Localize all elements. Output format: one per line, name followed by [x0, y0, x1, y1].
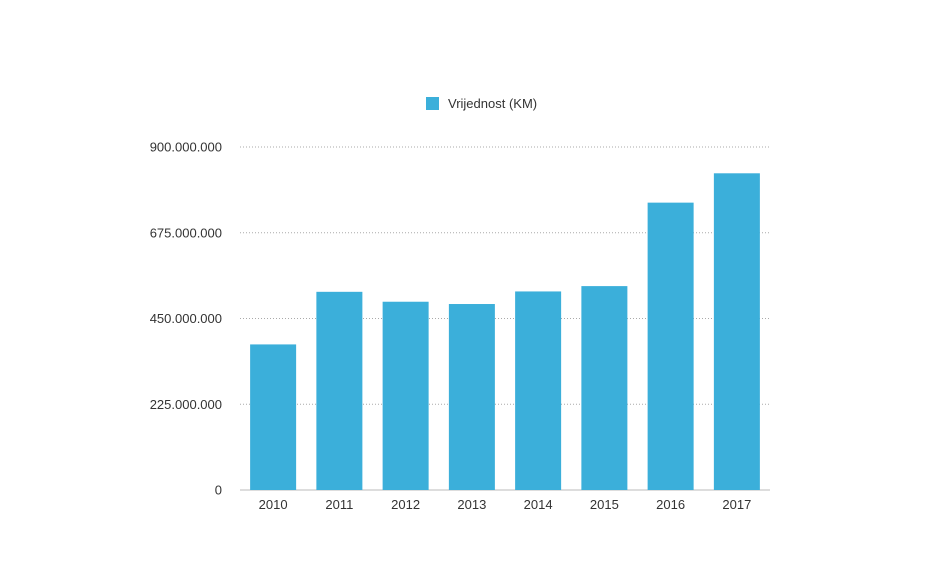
bar-2016: [647, 202, 694, 491]
bar-2015: [581, 286, 628, 490]
bar-2013: [448, 304, 495, 490]
x-tick-label: 2015: [590, 497, 619, 512]
bar-2011: [316, 291, 363, 490]
x-tick-label: 2012: [391, 497, 420, 512]
legend: Vrijednost (KM): [426, 96, 537, 111]
bar-2017: [713, 173, 760, 490]
legend-label: Vrijednost (KM): [448, 96, 537, 111]
y-tick-label: 0: [215, 483, 222, 498]
y-tick-label: 450.000.000: [150, 311, 222, 326]
y-tick-label: 900.000.000: [150, 140, 222, 155]
x-tick-label: 2017: [722, 497, 751, 512]
legend-swatch: [426, 97, 439, 110]
x-tick-label: 2011: [325, 497, 353, 512]
x-tick-label: 2016: [656, 497, 685, 512]
bar-2012: [382, 301, 429, 490]
bar-2010: [250, 344, 297, 490]
x-tick-label: 2010: [259, 497, 288, 512]
bar-2014: [515, 291, 562, 490]
y-tick-label: 225.000.000: [150, 397, 222, 412]
x-tick-label: 2014: [524, 497, 553, 512]
x-tick-label: 2013: [457, 497, 486, 512]
y-tick-label: 675.000.000: [150, 225, 222, 240]
